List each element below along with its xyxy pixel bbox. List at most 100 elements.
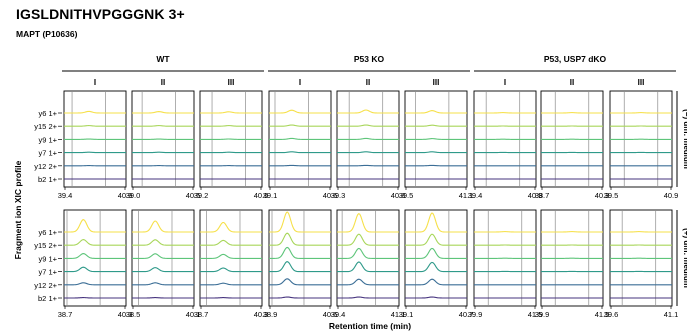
xic-trace-y15-2+ (405, 124, 467, 127)
xic-trace-y15-2+ (132, 125, 194, 127)
xic-trace-y7-1+ (132, 267, 194, 273)
ion-label: y9 1+ (38, 254, 57, 263)
xic-trace-y12-2+ (405, 278, 467, 286)
x-tick-label: 39.5 (604, 191, 619, 200)
x-tick-label: 38.5 (126, 310, 141, 319)
xic-panel: 38.7 40.3 (535, 90, 610, 200)
replicate-label: III (433, 78, 440, 87)
xic-panel: 39.4 40.9 (468, 90, 543, 200)
xic-panel: 39.1 40.6 (263, 90, 337, 200)
xic-trace-y15-2+ (337, 124, 399, 127)
x-tick-label: 40.8 (391, 191, 406, 200)
xic-trace-y6-1+ (269, 211, 331, 233)
row-label: (+) diff. medium (682, 228, 687, 288)
xic-panel: 39.6 41.1 (604, 209, 679, 319)
replicate-label: II (161, 78, 165, 87)
x-tick-label: 39.1 (399, 310, 414, 319)
x-tick-label: 40.3 (118, 310, 133, 319)
xic-trace-y15-2+ (269, 124, 331, 127)
ion-label: y7 1+ (38, 268, 57, 277)
x-tick-label: 41.1 (459, 191, 474, 200)
xic-panel: 39.4 41.1 (331, 209, 406, 319)
ion-label: b2 1+ (38, 175, 58, 184)
xic-trace-b2-1+ (337, 296, 399, 299)
xic-trace-y9-1+ (200, 253, 262, 259)
x-tick-label: 39.1 (263, 191, 278, 200)
x-tick-label: 41.5 (595, 310, 610, 319)
figure-title: IGSLDNITHVPGGGNK 3+ (16, 6, 185, 22)
x-axis-title: Retention time (min) (329, 321, 411, 331)
ion-label: y12 2+ (34, 281, 57, 290)
xic-trace-y7-1+ (200, 267, 262, 273)
replicate-label: I (94, 78, 96, 87)
x-tick-label: 40.9 (664, 191, 679, 200)
x-tick-label: 40.9 (528, 191, 543, 200)
xic-trace-y12-2+ (200, 282, 262, 286)
xic-trace-y6-1+ (64, 219, 126, 233)
xic-trace-b2-1+ (405, 296, 467, 299)
xic-trace-y9-1+ (64, 253, 126, 259)
xic-trace-y6-1+ (405, 110, 467, 114)
xic-trace-y6-1+ (337, 212, 399, 233)
x-tick-label: 40.3 (254, 310, 269, 319)
xic-panel: 39.4 40.9 (58, 90, 133, 200)
x-tick-label: 39.3 (331, 191, 346, 200)
xic-panel: 38.7 40.3 (194, 209, 269, 319)
xic-trace-y15-2+ (405, 233, 467, 246)
x-tick-label: 40.3 (595, 191, 610, 200)
replicate-label: III (228, 78, 235, 87)
xic-trace-y9-1+ (405, 247, 467, 259)
xic-trace-y6-1+ (337, 109, 399, 114)
xic-trace-y15-2+ (64, 125, 126, 127)
xic-panel: 39.9 41.5 (468, 209, 543, 319)
xic-panel: 39.5 41.1 (399, 90, 474, 200)
x-tick-label: 41.1 (391, 310, 406, 319)
ion-label: y7 1+ (38, 149, 57, 158)
y-axis-title: Fragment ion XIC profile (13, 160, 23, 259)
xic-trace-y7-1+ (269, 151, 331, 154)
x-tick-label: 39.9 (535, 310, 550, 319)
xic-panel: 39.5 40.9 (604, 90, 679, 200)
xic-trace-y12-2+ (269, 278, 331, 286)
replicate-label: I (504, 78, 506, 87)
xic-trace-y12-2+ (337, 278, 399, 286)
x-tick-label: 39.5 (399, 191, 414, 200)
xic-trace-y15-2+ (200, 239, 262, 246)
xic-trace-b2-1+ (269, 296, 331, 299)
x-tick-label: 40.9 (118, 191, 133, 200)
xic-trace-y6-1+ (132, 111, 194, 114)
x-tick-label: 41.5 (528, 310, 543, 319)
x-tick-label: 41.1 (664, 310, 679, 319)
x-tick-label: 39.4 (331, 310, 346, 319)
xic-trace-y15-2+ (132, 239, 194, 246)
xic-trace-y9-1+ (269, 246, 331, 259)
xic-panel: 38.7 40.3 (58, 209, 133, 319)
ion-label: y15 2+ (34, 122, 57, 131)
replicate-label: II (570, 78, 574, 87)
xic-trace-y6-1+ (64, 110, 126, 114)
group-label: WT (156, 54, 170, 64)
group-label: P53 KO (354, 54, 385, 64)
figure-subtitle: MAPT (P10636) (16, 29, 78, 39)
xic-trace-y7-1+ (337, 151, 399, 154)
xic-trace-y6-1+ (132, 220, 194, 233)
xic-trace-y15-2+ (200, 125, 262, 127)
xic-trace-y9-1+ (337, 137, 399, 140)
xic-trace-y15-2+ (337, 233, 399, 246)
x-tick-label: 38.7 (535, 191, 550, 200)
x-tick-label: 39.6 (604, 310, 619, 319)
xic-panel: 38.5 40.1 (126, 209, 200, 319)
xic-trace-y9-1+ (405, 138, 467, 140)
x-tick-label: 40.6 (254, 191, 269, 200)
x-tick-label: 39.2 (194, 191, 209, 200)
ion-label: b2 1+ (38, 294, 58, 303)
xic-trace-y7-1+ (269, 261, 331, 273)
x-tick-label: 40.6 (323, 310, 338, 319)
xic-panel: 38.9 40.6 (263, 209, 338, 319)
xic-trace-y12-2+ (132, 282, 194, 286)
xic-trace-y7-1+ (64, 266, 126, 273)
xic-trace-y6-1+ (200, 221, 262, 233)
x-tick-label: 39.9 (468, 310, 483, 319)
xic-panel: 39.0 40.5 (126, 90, 200, 200)
